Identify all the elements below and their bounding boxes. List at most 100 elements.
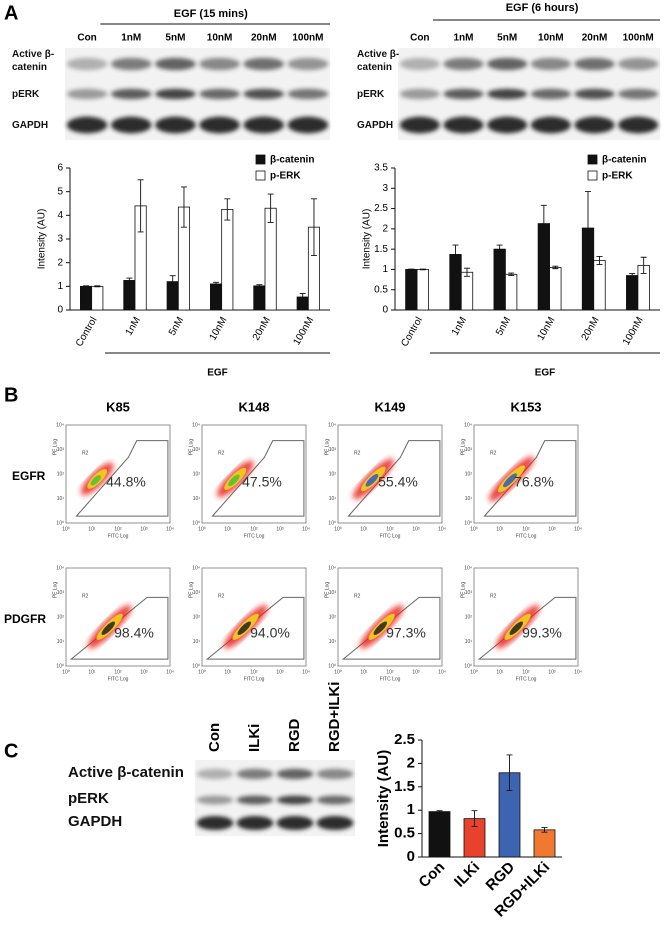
flow-row-label: EGFR (12, 469, 46, 483)
bar (460, 271, 474, 311)
flow-y-tick: 10³ (465, 447, 473, 453)
blot-band (66, 88, 108, 100)
flow-y-tick: 10⁴ (56, 565, 64, 571)
flow-y-label: PE Log (52, 439, 58, 456)
blot-band (196, 768, 234, 780)
flow-gate-label: R2 (82, 450, 89, 456)
lane-label: 10nM (538, 33, 564, 44)
blot-band (199, 57, 240, 71)
flow-cloud-core (365, 474, 379, 487)
flow-y-tick: 10³ (465, 590, 473, 596)
flow-x-tick: 10² (386, 669, 394, 675)
lane-label: 10nM (207, 33, 233, 44)
panel-label: B (4, 384, 18, 406)
y-axis-label: Intensity (AU) (362, 209, 373, 270)
flow-x-tick: 10³ (412, 669, 420, 675)
error-bar (267, 193, 274, 223)
x-tick-label: 100nM (621, 315, 646, 347)
lane-label: 20nM (582, 33, 608, 44)
y-tick-label: 1 (407, 801, 415, 818)
error-bar (94, 285, 101, 288)
flow-gate-label: R2 (218, 593, 225, 599)
blot-band (316, 768, 354, 780)
bar (80, 285, 93, 311)
blot-band (243, 116, 285, 134)
flow-gate-label: R2 (354, 593, 361, 599)
bar (253, 285, 266, 311)
flow-x-tick: 10⁴ (438, 669, 446, 675)
flow-x-tick: 10¹ (224, 669, 232, 675)
flow-x-tick: 10¹ (360, 526, 368, 532)
flow-x-tick: 10³ (140, 669, 148, 675)
group-label: EGF (535, 368, 556, 379)
error-bar (596, 255, 603, 266)
error-bar (83, 285, 90, 288)
flow-y-tick: 10⁰ (464, 663, 472, 669)
y-tick-label: 1 (57, 281, 63, 292)
blot-band (287, 57, 329, 71)
blot-band (110, 116, 152, 134)
error-bar (169, 275, 176, 288)
blot-band (618, 116, 659, 134)
blot-row-label: pERK (12, 88, 40, 100)
blot-background (398, 48, 660, 140)
flow-plot-frame (337, 424, 443, 524)
flow-percent: 99.3% (522, 625, 562, 641)
blot-band (530, 88, 571, 100)
x-tick-label: 1nM (124, 315, 143, 337)
lane-label: Con (77, 33, 96, 44)
blot-band (110, 57, 152, 71)
panel-label: C (4, 740, 18, 762)
legend-swatch (255, 170, 266, 181)
y-tick-label: 0 (382, 305, 388, 316)
legend-swatch (255, 154, 266, 165)
flow-y-tick: 10² (57, 471, 65, 477)
error-bar (585, 191, 592, 266)
flow-gate-label: R2 (354, 450, 361, 456)
flow-x-tick: 10⁴ (166, 526, 174, 532)
blot-row-label: pERK (357, 88, 385, 100)
y-tick-label: 3 (57, 234, 63, 245)
flow-percent: 76.8% (514, 474, 554, 490)
y-tick-label: 6 (57, 163, 63, 174)
legend-label: p-ERK (270, 171, 301, 182)
error-bar (419, 268, 426, 271)
x-tick-label: ILKi (451, 859, 483, 891)
y-tick-label: 0 (57, 305, 63, 316)
flow-gate (211, 440, 305, 517)
flow-y-tick: 10¹ (329, 496, 337, 502)
y-tick-label: 4 (57, 210, 63, 221)
flow-x-label: FITC Log (516, 533, 537, 539)
flow-gate (347, 440, 441, 517)
flow-y-tick: 10⁴ (192, 422, 200, 428)
blot-row-label: pERK (68, 790, 109, 808)
flow-x-tick: 10¹ (360, 669, 368, 675)
flow-y-tick: 10² (465, 614, 473, 620)
flow-y-tick: 10⁰ (328, 663, 336, 669)
blot-band (199, 88, 240, 100)
flow-percent: 98.4% (114, 625, 154, 641)
flow-x-tick: 10² (522, 526, 530, 532)
blot-band (236, 795, 274, 805)
flow-plot-frame (473, 424, 579, 524)
y-axis-label: Intensity (AU) (375, 750, 392, 848)
blot-band (399, 88, 440, 100)
error-bar (436, 810, 443, 813)
flow-y-tick: 10⁰ (56, 520, 64, 526)
blot-band (236, 815, 274, 831)
blot-band (316, 795, 354, 805)
flow-cloud (495, 605, 540, 649)
flow-percent: 44.8% (106, 474, 146, 490)
blot-row-label: GAPDH (68, 813, 123, 831)
flow-percent: 47.5% (242, 474, 282, 490)
blot-band (487, 88, 528, 100)
x-tick-label: 10nM (208, 315, 230, 342)
legend-swatch (587, 170, 598, 181)
flow-column-label: K153 (510, 399, 541, 414)
flow-x-tick: 10⁴ (574, 669, 582, 675)
flow-x-tick: 10¹ (496, 669, 504, 675)
flow-y-tick: 10³ (329, 447, 337, 453)
bar (549, 266, 562, 311)
x-tick-label: 5nM (167, 315, 186, 337)
blot-band (196, 795, 234, 805)
